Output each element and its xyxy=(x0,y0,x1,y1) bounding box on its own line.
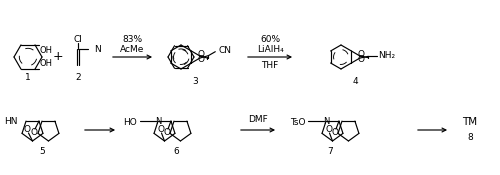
Text: N: N xyxy=(155,117,161,126)
Text: O: O xyxy=(164,128,170,137)
Text: O: O xyxy=(157,125,164,135)
Text: HO: HO xyxy=(124,118,137,127)
Text: CN: CN xyxy=(218,46,232,55)
Text: HN: HN xyxy=(4,117,18,126)
Text: 83%: 83% xyxy=(122,36,142,44)
Text: 2: 2 xyxy=(75,74,81,82)
Text: +: + xyxy=(52,51,64,64)
Text: N: N xyxy=(323,117,329,126)
Text: O: O xyxy=(325,125,332,135)
Text: OH: OH xyxy=(39,46,52,55)
Text: 60%: 60% xyxy=(260,36,280,44)
Text: AcMe: AcMe xyxy=(120,44,144,54)
Text: TM: TM xyxy=(462,117,477,127)
Text: 1: 1 xyxy=(25,74,31,82)
Text: N: N xyxy=(94,44,101,54)
Text: THF: THF xyxy=(262,61,278,69)
Text: O: O xyxy=(358,55,364,64)
Text: O: O xyxy=(198,50,204,59)
Text: NH₂: NH₂ xyxy=(378,51,396,60)
Text: 4: 4 xyxy=(352,76,358,86)
Text: 8: 8 xyxy=(467,134,473,142)
Text: O: O xyxy=(24,125,31,135)
Text: LiAlH₄: LiAlH₄ xyxy=(256,44,283,54)
Text: O: O xyxy=(198,55,204,64)
Text: TsO: TsO xyxy=(290,118,306,127)
Text: DMF: DMF xyxy=(248,116,268,124)
Text: O: O xyxy=(332,128,338,137)
Text: Cl: Cl xyxy=(74,36,82,44)
Text: O: O xyxy=(30,128,38,137)
Text: 7: 7 xyxy=(327,148,333,156)
Text: 5: 5 xyxy=(39,148,45,156)
Text: OH: OH xyxy=(39,59,52,68)
Text: O: O xyxy=(358,50,364,59)
Text: 6: 6 xyxy=(173,148,179,156)
Text: 3: 3 xyxy=(192,76,198,86)
